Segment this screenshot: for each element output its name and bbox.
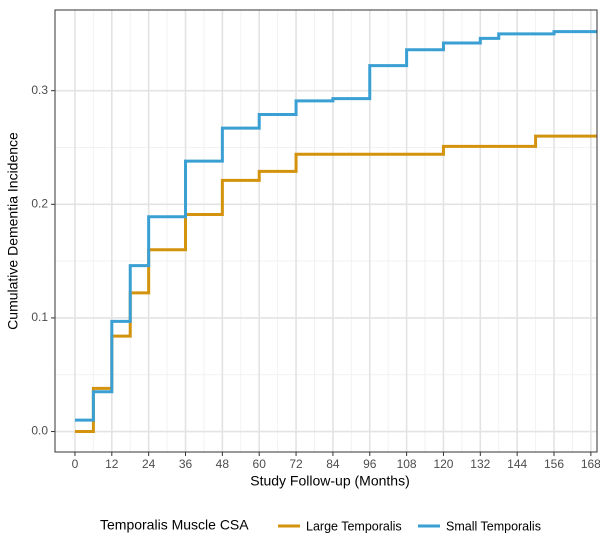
plot-background [55, 10, 597, 452]
y-tick-label: 0.0 [31, 424, 48, 438]
step-line [74, 30, 597, 422]
x-tick-label: 132 [470, 457, 490, 471]
legend-title: Temporalis Muscle CSA [100, 517, 249, 533]
x-tick-label: 84 [326, 457, 340, 471]
x-tick-label: 48 [216, 457, 230, 471]
legend-label: Large Temporalis [306, 519, 402, 533]
y-tick-label: 0.2 [31, 196, 48, 210]
x-tick-label: 0 [72, 457, 79, 471]
y-tick-label: 0.1 [31, 310, 48, 324]
plot-border [54, 9, 598, 453]
legend-label: Small Temporalis [446, 519, 541, 533]
x-tick-label: 72 [289, 457, 303, 471]
y-tick-label: 0.3 [31, 83, 48, 97]
x-tick-label: 108 [397, 457, 417, 471]
x-tick-label: 60 [253, 457, 267, 471]
y-axis-title: Cumulative Dementia Incidence [5, 132, 21, 330]
x-tick-label: 120 [433, 457, 453, 471]
x-tick-label: 168 [581, 457, 600, 471]
x-tick-label: 24 [142, 457, 156, 471]
x-axis-title: Study Follow-up (Months) [250, 473, 410, 489]
x-tick-label: 144 [507, 457, 527, 471]
x-tick-label: 36 [179, 457, 193, 471]
x-tick-label: 12 [105, 457, 119, 471]
x-tick-label: 156 [544, 457, 564, 471]
x-tick-label: 96 [363, 457, 377, 471]
